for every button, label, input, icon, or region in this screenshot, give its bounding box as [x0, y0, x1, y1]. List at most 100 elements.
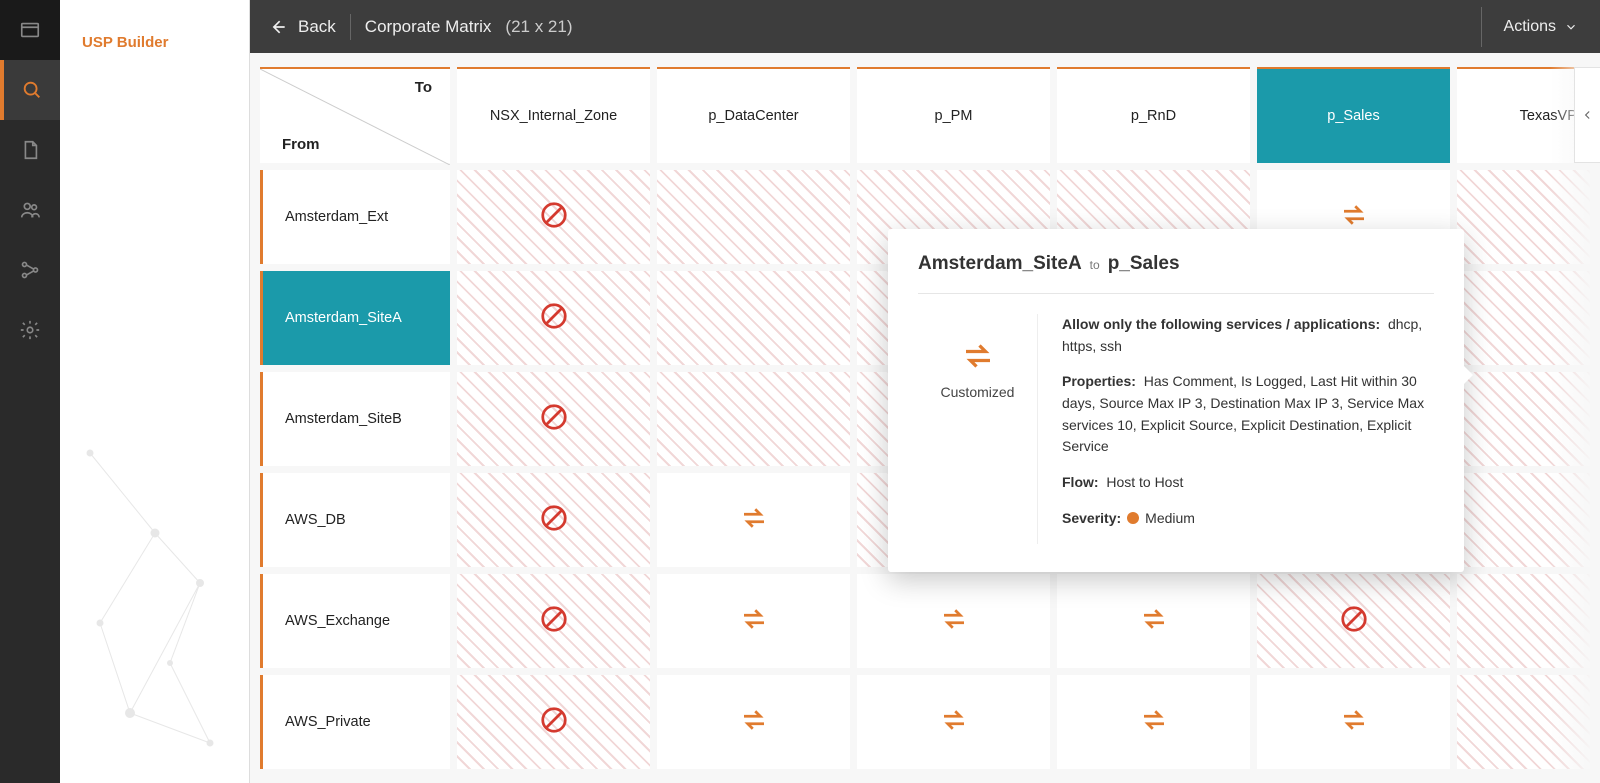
topbar-divider [350, 14, 351, 40]
popover-title: Amsterdam_SiteA to p_Sales [918, 253, 1434, 275]
matrix-cell[interactable] [1457, 271, 1590, 365]
matrix-cell[interactable] [1457, 372, 1590, 466]
matrix-cell[interactable] [1457, 675, 1590, 769]
matrix-corner-cell: ToFrom [260, 67, 450, 163]
secondary-sidebar: USP Builder [60, 0, 250, 783]
popover-flow-label: Flow: [1062, 474, 1099, 490]
sidebar-title: USP Builder [60, 34, 249, 51]
popover-to-keyword: to [1090, 258, 1100, 272]
block-icon [539, 503, 569, 538]
document-icon[interactable] [0, 120, 60, 180]
matrix-from-label: From [282, 136, 320, 153]
matrix-cell[interactable] [457, 473, 650, 567]
popover-divider [918, 293, 1434, 294]
matrix-row-label: AWS_Exchange [285, 613, 390, 629]
popover-severity-label: Severity: [1062, 510, 1121, 526]
matrix-row-label: AWS_DB [285, 512, 346, 528]
search-icon[interactable] [0, 60, 60, 120]
swap-icon [960, 338, 996, 374]
matrix-cell[interactable] [657, 574, 850, 668]
matrix-cell[interactable] [657, 473, 850, 567]
swap-icon [739, 503, 769, 538]
actions-menu-button[interactable]: Actions [1500, 18, 1582, 36]
matrix-row-header[interactable]: AWS_Exchange [260, 574, 450, 668]
block-icon [539, 604, 569, 639]
users-icon[interactable] [0, 180, 60, 240]
block-icon [539, 301, 569, 336]
matrix-cell[interactable] [1057, 675, 1250, 769]
app-logo-icon[interactable] [0, 0, 60, 60]
matrix-cell[interactable] [857, 675, 1050, 769]
matrix-cell[interactable] [457, 170, 650, 264]
severity-dot-icon [1127, 512, 1139, 524]
matrix-row-label: Amsterdam_SiteB [285, 411, 402, 427]
swap-icon [1139, 604, 1169, 639]
sidebar-network-deco-icon [60, 413, 250, 783]
swap-icon [1139, 705, 1169, 740]
block-icon [539, 705, 569, 740]
matrix-column-header[interactable]: p_PM [857, 67, 1050, 163]
matrix-row-header[interactable]: AWS_DB [260, 473, 450, 567]
back-button[interactable]: Back [268, 17, 336, 37]
matrix-cell[interactable] [657, 372, 850, 466]
matrix-column-label: NSX_Internal_Zone [490, 108, 617, 124]
matrix-column-label: p_DataCenter [708, 108, 798, 124]
matrix-cell[interactable] [457, 574, 650, 668]
popover-details: Allow only the following services / appl… [1062, 314, 1434, 544]
block-icon [539, 402, 569, 437]
swap-icon [1339, 705, 1369, 740]
swap-icon [939, 705, 969, 740]
matrix-row-label: Amsterdam_SiteA [285, 310, 402, 326]
page-title: Corporate Matrix [365, 17, 492, 37]
topbar: Back Corporate Matrix (21 x 21) Actions [250, 0, 1600, 53]
matrix-cell[interactable] [457, 372, 650, 466]
matrix-row-label: Amsterdam_Ext [285, 209, 388, 225]
matrix-cell[interactable] [1457, 170, 1590, 264]
nav-rail [0, 0, 60, 783]
matrix-cell[interactable] [657, 675, 850, 769]
matrix-cell[interactable] [1257, 574, 1450, 668]
matrix-cell[interactable] [1457, 473, 1590, 567]
flow-icon[interactable] [0, 240, 60, 300]
swap-icon [939, 604, 969, 639]
matrix-column-header[interactable]: p_Sales [1257, 67, 1450, 163]
swap-icon [739, 705, 769, 740]
popover-allow-label: Allow only the following services / appl… [1062, 316, 1380, 332]
swap-icon [739, 604, 769, 639]
matrix-cell[interactable] [457, 675, 650, 769]
main-area: Back Corporate Matrix (21 x 21) Actions … [250, 0, 1600, 783]
back-label: Back [298, 17, 336, 37]
matrix-row-header[interactable]: Amsterdam_SiteA [260, 271, 450, 365]
actions-label: Actions [1504, 18, 1556, 36]
collapse-panel-button[interactable] [1574, 67, 1600, 163]
matrix-column-header[interactable]: NSX_Internal_Zone [457, 67, 650, 163]
matrix-cell[interactable] [657, 170, 850, 264]
matrix-cell[interactable] [1457, 574, 1590, 668]
block-icon [539, 200, 569, 235]
matrix-row-header[interactable]: AWS_Private [260, 675, 450, 769]
matrix-column-label: p_Sales [1327, 108, 1379, 124]
matrix-column-label: p_RnD [1131, 108, 1176, 124]
matrix-column-header[interactable]: TexasVPN [1457, 67, 1590, 163]
block-icon [1339, 604, 1369, 639]
page-title-dims: (21 x 21) [505, 17, 572, 37]
matrix-container: ToFromNSX_Internal_Zonep_DataCenterp_PMp… [250, 53, 1600, 783]
matrix-cell[interactable] [457, 271, 650, 365]
matrix-cell[interactable] [657, 271, 850, 365]
popover-to-zone: p_Sales [1108, 253, 1180, 275]
popover-severity-value: Medium [1145, 510, 1195, 526]
matrix-row-header[interactable]: Amsterdam_SiteB [260, 372, 450, 466]
matrix-cell[interactable] [1057, 574, 1250, 668]
chevron-down-icon [1564, 20, 1578, 34]
popover-properties-label: Properties: [1062, 373, 1136, 389]
matrix-column-label: p_PM [935, 108, 973, 124]
matrix-column-header[interactable]: p_RnD [1057, 67, 1250, 163]
matrix-row-header[interactable]: Amsterdam_Ext [260, 170, 450, 264]
popover-flow-value: Host to Host [1106, 474, 1183, 490]
matrix-cell[interactable] [857, 574, 1050, 668]
topbar-divider [1481, 7, 1482, 47]
gear-icon[interactable] [0, 300, 60, 360]
popover-from-zone: Amsterdam_SiteA [918, 253, 1082, 275]
matrix-column-header[interactable]: p_DataCenter [657, 67, 850, 163]
matrix-cell[interactable] [1257, 675, 1450, 769]
